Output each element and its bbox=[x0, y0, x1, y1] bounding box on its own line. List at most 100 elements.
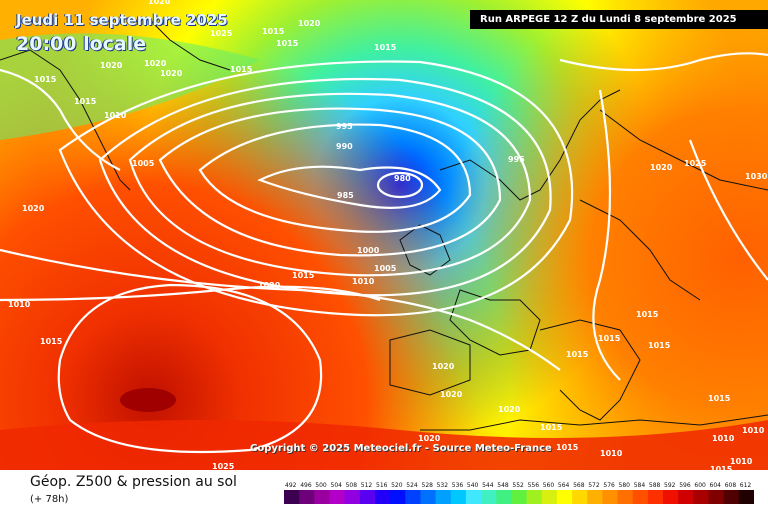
isobar-1005 bbox=[98, 77, 552, 297]
isobar-label: 1025 bbox=[210, 29, 233, 38]
scale-label: 612 bbox=[740, 482, 752, 489]
scale-label: 564 bbox=[558, 482, 570, 489]
isobar-greenland bbox=[0, 68, 121, 171]
isobar-label: 985 bbox=[337, 191, 354, 200]
isobar-label: 1015 bbox=[636, 310, 659, 319]
isobar-label: 1005 bbox=[132, 159, 155, 168]
scale-label: 540 bbox=[467, 482, 479, 489]
scale-label: 520 bbox=[391, 482, 403, 489]
iceland-coast bbox=[149, 19, 231, 71]
isobar-labels: 1020 1020 1025 1015 1015 1015 1020 1020 … bbox=[8, 0, 768, 470]
scale-swatch bbox=[405, 490, 421, 504]
scale-label: 560 bbox=[543, 482, 555, 489]
isobar-label: 1015 bbox=[566, 350, 589, 359]
scandinavia-coast bbox=[439, 89, 621, 201]
scale-swatch bbox=[587, 490, 603, 504]
isobar-label: 1015 bbox=[230, 65, 253, 74]
isobar-label: 1020 bbox=[100, 61, 123, 70]
scale-swatch bbox=[647, 490, 664, 504]
isobar-label: 1015 bbox=[648, 341, 671, 350]
scale-swatch bbox=[511, 490, 528, 504]
isobar-label: 995 bbox=[336, 122, 353, 131]
scale-label: 500 bbox=[315, 482, 327, 489]
scale-swatch bbox=[390, 490, 406, 504]
isobar-label: 1015 bbox=[34, 75, 57, 84]
isobar-label: 1010 bbox=[730, 457, 753, 466]
isobar-label: 1010 bbox=[8, 300, 31, 309]
isobar-label: 1020 bbox=[160, 69, 183, 78]
scale-label: 528 bbox=[422, 482, 434, 489]
isobar-label: 1010 bbox=[104, 111, 127, 120]
scale-label: 584 bbox=[634, 482, 646, 489]
russia-border bbox=[599, 109, 768, 191]
scale-label: 596 bbox=[679, 482, 691, 489]
scale-label: 532 bbox=[437, 482, 449, 489]
forecast-date: Jeudi 11 septembre 2025 bbox=[16, 11, 228, 29]
isobar-label: 1020 bbox=[498, 405, 521, 414]
isobar-label: 1020 bbox=[650, 163, 673, 172]
isobar-label: 1020 bbox=[418, 434, 441, 443]
africa-coast bbox=[420, 414, 768, 431]
isobar-1015 bbox=[0, 248, 561, 371]
scale-label: 548 bbox=[497, 482, 509, 489]
forecast-lead-time: (+ 78h) bbox=[30, 494, 69, 505]
isobar-label: 1020 bbox=[148, 0, 171, 6]
map-title: Géop. Z500 & pression au sol bbox=[30, 474, 237, 490]
isobar-label: 1010 bbox=[600, 449, 623, 458]
model-run-banner: Run ARPEGE 12 Z du Lundi 8 septembre 202… bbox=[470, 10, 768, 29]
isobar-995 bbox=[158, 107, 502, 257]
isobar-label: 980 bbox=[394, 174, 411, 183]
scale-swatch bbox=[693, 490, 710, 504]
scale-swatch bbox=[314, 490, 330, 504]
scale-swatch bbox=[329, 490, 346, 504]
isobar-label: 1010 bbox=[742, 426, 765, 435]
isobar-1000 bbox=[128, 92, 532, 277]
isobar-1020 bbox=[0, 285, 381, 302]
coastlines bbox=[0, 19, 768, 431]
uk-coast bbox=[399, 224, 451, 276]
color-scale: 492 496 500 504 508 512 516 520 524 528 532 536 540 5… bbox=[284, 482, 754, 504]
scale-label: 580 bbox=[619, 482, 631, 489]
scale-label: 588 bbox=[649, 482, 661, 489]
isobar-label: 1005 bbox=[374, 264, 397, 273]
isobar-label: 990 bbox=[336, 142, 353, 151]
isobar-label: 1020 bbox=[144, 59, 167, 68]
scale-swatch bbox=[344, 490, 361, 504]
scale-label: 536 bbox=[452, 482, 464, 489]
map-canvas: 1020 1020 1025 1015 1015 1015 1020 1020 … bbox=[0, 0, 768, 470]
scale-label: 556 bbox=[528, 482, 540, 489]
scale-swatch bbox=[420, 490, 437, 504]
scale-swatch bbox=[738, 490, 754, 504]
isobar-label: 1015 bbox=[598, 334, 621, 343]
isobar-label: 1020 bbox=[298, 19, 321, 28]
scale-swatch bbox=[556, 490, 573, 504]
isobar-label: 1020 bbox=[432, 362, 455, 371]
isobar-label: 1015 bbox=[556, 443, 579, 452]
scale-label: 496 bbox=[300, 482, 312, 489]
scale-swatch bbox=[284, 490, 300, 504]
greenland-coast bbox=[0, 49, 131, 191]
isobar-europe-1020 bbox=[592, 89, 621, 381]
scale-label: 492 bbox=[285, 482, 297, 489]
scale-label: 600 bbox=[694, 482, 706, 489]
scale-swatch bbox=[375, 490, 391, 504]
isobar-label: 1015 bbox=[262, 27, 285, 36]
scale-label: 508 bbox=[346, 482, 358, 489]
scale-label: 592 bbox=[664, 482, 676, 489]
scale-swatch bbox=[572, 490, 588, 504]
south-red-band bbox=[0, 420, 768, 470]
scale-swatch bbox=[526, 490, 543, 504]
scale-swatch bbox=[481, 490, 497, 504]
scale-swatch bbox=[632, 490, 649, 504]
scale-swatch bbox=[723, 490, 740, 504]
greenland-green-zone bbox=[0, 33, 260, 141]
scale-swatch bbox=[708, 490, 725, 504]
scale-swatch bbox=[359, 490, 376, 504]
isobar-label: 1020 bbox=[258, 281, 281, 290]
scale-swatch bbox=[678, 490, 694, 504]
scale-label: 552 bbox=[512, 482, 524, 489]
weather-map: 1020 1020 1025 1015 1015 1015 1020 1020 … bbox=[0, 0, 768, 470]
isobar-east-1025 bbox=[688, 139, 768, 281]
isobar-label: 1015 bbox=[74, 97, 97, 106]
isobar-label: 1010 bbox=[712, 434, 735, 443]
